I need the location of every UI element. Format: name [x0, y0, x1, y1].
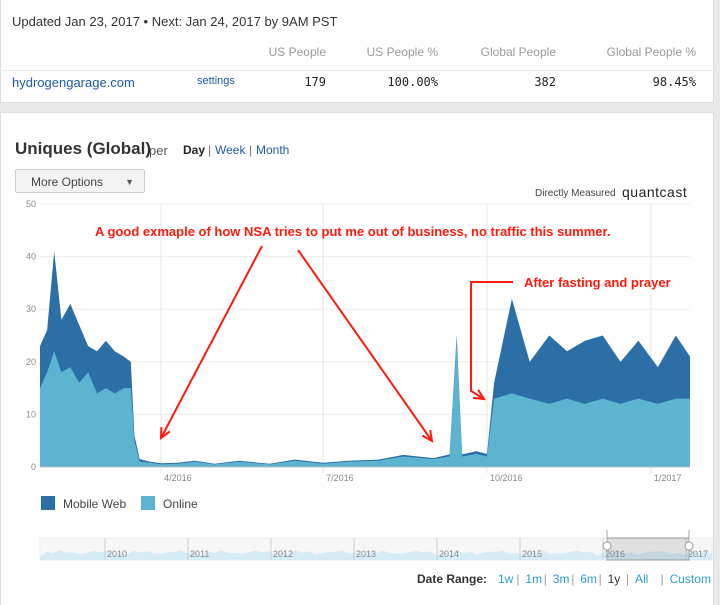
date-range-all[interactable]: All — [635, 572, 649, 586]
annotation-headline: A good exmaple of how NSA tries to put m… — [95, 224, 610, 239]
date-range-separator: | — [516, 572, 520, 586]
quantcast-logo: quantcast — [622, 184, 688, 200]
date-range-separator: | — [660, 572, 664, 586]
arrow-shaft — [297, 249, 433, 442]
navigator-strip: 2010 2011 2012 2013 2014 2015 2016 2017 — [39, 530, 713, 561]
navigator-year-label: 2014 — [439, 549, 459, 559]
arrow-left — [159, 245, 263, 441]
more-options-dropdown[interactable]: More Options ▼ — [15, 169, 145, 193]
arrow-head — [472, 389, 486, 401]
updated-text: Updated Jan 23, 2017 • Next: Jan 24, 201… — [12, 14, 338, 29]
col-global-people-pct: Global People % — [606, 45, 696, 59]
x-tick-label: 1/2017 — [654, 473, 682, 483]
y-tick-label: 20 — [26, 357, 36, 367]
navigator-year-label: 2017 — [688, 549, 708, 559]
date-range-separator: | — [598, 572, 602, 586]
arrow-head — [159, 426, 171, 441]
more-options-label: More Options — [31, 175, 104, 189]
series-area-online — [40, 340, 690, 467]
date-range-1m[interactable]: 1m — [525, 572, 543, 586]
table-divider — [0, 70, 720, 71]
date-range-separator: | — [626, 572, 630, 586]
navigator-year-label: 2016 — [605, 549, 625, 559]
arrow-after — [470, 281, 513, 401]
global-people-value: 382 — [534, 75, 556, 89]
per-label: per — [149, 143, 168, 158]
col-us-people: US People — [268, 45, 326, 59]
global-people-pct-value: 98.45% — [652, 75, 696, 89]
navigator-year-label: 2011 — [190, 549, 209, 559]
col-global-people: Global People — [480, 45, 556, 59]
arrow-shaft — [470, 281, 513, 400]
period-day[interactable]: Day — [183, 143, 206, 157]
date-range-label: Date Range: — [417, 572, 488, 586]
navigator-year-label: 2010 — [107, 549, 127, 559]
period-week[interactable]: Week — [215, 143, 246, 157]
legend-label-mobile-web[interactable]: Mobile Web — [63, 497, 127, 511]
navigator-selection — [606, 537, 690, 561]
date-range-6m[interactable]: 6m — [580, 572, 597, 586]
y-tick-label: 50 — [26, 199, 36, 209]
date-range-3m[interactable]: 3m — [552, 572, 570, 586]
navigator-handle[interactable] — [602, 541, 612, 551]
navigator-area — [40, 550, 712, 560]
navigator-year-label: 2015 — [522, 549, 542, 559]
panel-title: Uniques (Global) — [15, 139, 151, 158]
legend-swatch-online — [141, 496, 155, 510]
date-range-separator: | — [543, 572, 547, 586]
navigator-handle[interactable] — [684, 541, 694, 551]
us-people-pct-value: 100.00% — [387, 75, 438, 89]
navigator-year-label: 2012 — [273, 549, 293, 559]
date-range-1y[interactable]: 1y — [607, 572, 621, 586]
navigator-year-label: 2013 — [356, 549, 376, 559]
site-link[interactable]: hydrogengarage.com — [12, 75, 135, 90]
x-tick-label: 4/2016 — [164, 473, 192, 483]
y-tick-label: 0 — [31, 462, 36, 472]
annotation-layer: A good exmaple of how NSA tries to put m… — [95, 224, 671, 443]
y-tick-label: 30 — [26, 304, 36, 314]
legend-label-online[interactable]: Online — [163, 497, 198, 511]
period-separator: | — [249, 143, 253, 157]
annotation-after: After fasting and prayer — [524, 275, 671, 290]
date-range-1w[interactable]: 1w — [498, 572, 514, 586]
stats-card — [0, 0, 714, 103]
arrow-head — [421, 429, 434, 443]
settings-link[interactable]: settings — [197, 75, 235, 87]
arrow-shaft — [160, 245, 263, 439]
date-range-custom[interactable]: Custom — [669, 572, 711, 586]
arrow-right — [297, 249, 434, 443]
directly-measured-label: Directly Measured — [535, 188, 616, 199]
caret-down-icon: ▼ — [125, 177, 134, 187]
us-people-value: 179 — [304, 75, 326, 89]
chart-areas — [40, 251, 690, 467]
legend-swatch-mobile-web — [41, 496, 55, 510]
y-tick-label: 40 — [26, 252, 36, 262]
period-month[interactable]: Month — [256, 143, 290, 157]
col-us-people-pct: US People % — [366, 45, 438, 59]
date-range-separator: | — [571, 572, 575, 586]
x-tick-label: 10/2016 — [490, 473, 523, 483]
x-tick-label: 7/2016 — [326, 473, 354, 483]
chart-axes: 0 10 20 30 40 50 4/2016 7/2016 10/2016 1/2017 — [26, 199, 690, 483]
period-separator: | — [208, 143, 212, 157]
y-tick-label: 10 — [26, 409, 36, 419]
